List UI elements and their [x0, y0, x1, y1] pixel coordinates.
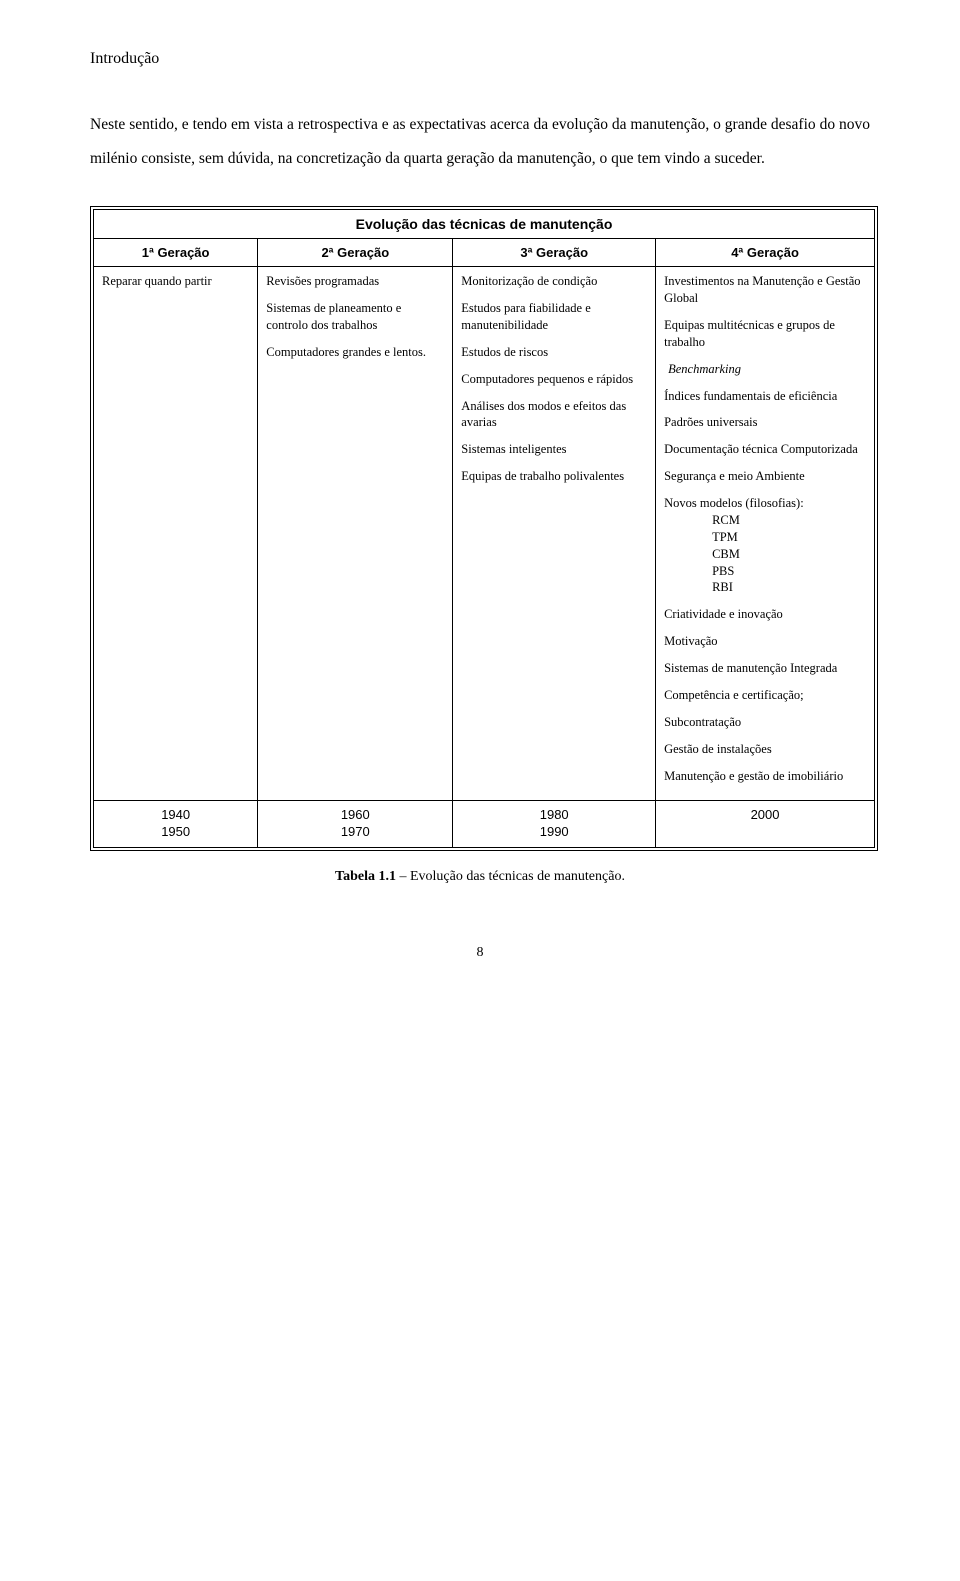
g4-models-list: RCM TPM CBM PBS RBI: [664, 512, 866, 596]
g4-item: Segurança e meio Ambiente: [664, 468, 866, 485]
g1-item: Reparar quando partir: [102, 273, 249, 290]
header-g1: 1ª Geração: [94, 239, 258, 267]
cell-g4: Investimentos na Manutenção e Gestão Glo…: [656, 267, 874, 801]
years-g4: 2000: [656, 801, 874, 847]
g4-item: Manutenção e gestão de imobiliário: [664, 768, 866, 785]
years-g3: 1980 1990: [453, 801, 656, 847]
g3-item: Computadores pequenos e rápidos: [461, 371, 647, 388]
years-g1: 1940 1950: [94, 801, 258, 847]
cell-g1: Reparar quando partir: [94, 267, 258, 801]
g3-item: Estudos para fiabilidade e manutenibilid…: [461, 300, 647, 334]
cell-g2: Revisões programadas Sistemas de planeam…: [258, 267, 453, 801]
table-frame: Evolução das técnicas de manutenção 1ª G…: [90, 206, 878, 851]
running-head: Introdução: [90, 50, 870, 68]
g4-item: Equipas multitécnicas e grupos de trabal…: [664, 317, 866, 351]
year: 1960: [341, 807, 370, 822]
page-container: Introdução Neste sentido, e tendo em vis…: [0, 0, 960, 1001]
g4-item: Padrões universais: [664, 414, 866, 431]
g4-item: Investimentos na Manutenção e Gestão Glo…: [664, 273, 866, 307]
header-g4: 4ª Geração: [656, 239, 874, 267]
g4-item-models: Novos modelos (filosofias):: [664, 495, 866, 512]
g3-item: Estudos de riscos: [461, 344, 647, 361]
years-g2: 1960 1970: [258, 801, 453, 847]
g4-item: Motivação: [664, 633, 866, 650]
g4-model: RBI: [664, 579, 866, 596]
g4-item: Subcontratação: [664, 714, 866, 731]
g4-item: Competência e certificação;: [664, 687, 866, 704]
g4-item: Sistemas de manutenção Integrada: [664, 660, 866, 677]
intro-paragraph: Neste sentido, e tendo em vista a retros…: [90, 108, 870, 176]
g4-item: Documentação técnica Computorizada: [664, 441, 866, 458]
caption-label: Tabela 1.1: [335, 869, 396, 884]
table-title: Evolução das técnicas de manutenção: [94, 210, 874, 239]
header-g3: 3ª Geração: [453, 239, 656, 267]
g3-item: Sistemas inteligentes: [461, 441, 647, 458]
header-g2: 2ª Geração: [258, 239, 453, 267]
g3-item: Análises dos modos e efeitos das avarias: [461, 398, 647, 432]
g4-item: Índices fundamentais de eficiência: [664, 388, 866, 405]
year: 1990: [540, 824, 569, 839]
g2-item: Revisões programadas: [266, 273, 444, 290]
page-number: 8: [90, 945, 870, 961]
g3-item: Equipas de trabalho polivalentes: [461, 468, 647, 485]
g4-model: PBS: [664, 563, 866, 580]
year: 1950: [161, 824, 190, 839]
g2-item: Sistemas de planeamento e controlo dos t…: [266, 300, 444, 334]
g3-item: Monitorização de condição: [461, 273, 647, 290]
year: 1980: [540, 807, 569, 822]
evolution-table: Evolução das técnicas de manutenção 1ª G…: [94, 210, 874, 847]
caption-desc: – Evolução das técnicas de manutenção.: [396, 869, 625, 884]
g4-model: CBM: [664, 546, 866, 563]
g4-item: Gestão de instalações: [664, 741, 866, 758]
cell-g3: Monitorização de condição Estudos para f…: [453, 267, 656, 801]
g4-item-benchmarking: Benchmarking: [664, 361, 866, 378]
g2-item: Computadores grandes e lentos.: [266, 344, 444, 361]
year: 1940: [161, 807, 190, 822]
g4-model: TPM: [664, 529, 866, 546]
year: 2000: [751, 807, 780, 822]
g4-item: Criatividade e inovação: [664, 606, 866, 623]
g4-model: RCM: [664, 512, 866, 529]
table-caption: Tabela 1.1 – Evolução das técnicas de ma…: [90, 869, 870, 885]
year: 1970: [341, 824, 370, 839]
